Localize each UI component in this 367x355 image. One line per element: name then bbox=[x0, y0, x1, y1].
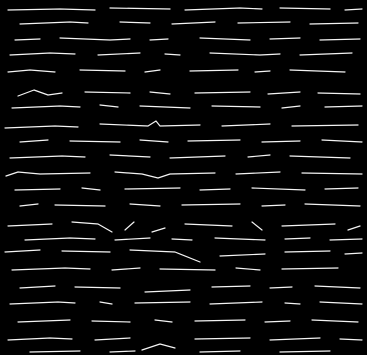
page: (() => { const data = JSON.parse(documen… bbox=[0, 0, 367, 355]
edge-map bbox=[0, 0, 367, 355]
